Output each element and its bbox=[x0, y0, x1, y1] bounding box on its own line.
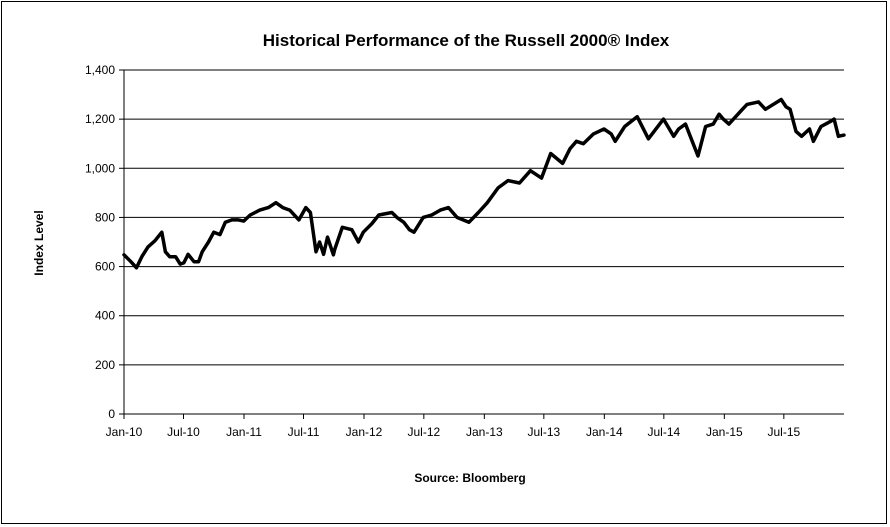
x-tick-label: Jul-10 bbox=[167, 425, 200, 439]
x-tick-label: Jul-14 bbox=[647, 425, 680, 439]
x-tick-label: Jul-11 bbox=[288, 425, 320, 439]
y-axis-label: Index Level bbox=[32, 210, 46, 275]
y-tick-label: 1,400 bbox=[85, 63, 115, 77]
source-label: Source: Bloomberg bbox=[414, 471, 525, 485]
series-line bbox=[122, 97, 846, 270]
x-tick-label: Jan-14 bbox=[586, 425, 623, 439]
x-tick-label: Jan-15 bbox=[706, 425, 743, 439]
x-tick-label: Jan-11 bbox=[226, 425, 262, 439]
y-tick-label: 1,000 bbox=[85, 161, 115, 175]
y-tick-label: 800 bbox=[95, 210, 115, 224]
plot-area: 0 200 400 600 800 1,000 1,200 1,400 Jan-10 Jul-10… bbox=[85, 63, 846, 439]
chart-title: Historical Performance of the Russell 20… bbox=[263, 31, 670, 50]
x-tick-label: Jan-10 bbox=[106, 425, 143, 439]
y-tick-label: 0 bbox=[108, 407, 115, 421]
y-tick-label: 600 bbox=[95, 260, 115, 274]
y-tick-label: 400 bbox=[95, 309, 115, 323]
x-tick-label: Jan-12 bbox=[346, 425, 383, 439]
x-tick-label: Jan-13 bbox=[466, 425, 503, 439]
x-tick-label: Jul-12 bbox=[407, 425, 440, 439]
x-tick-label: Jul-15 bbox=[767, 425, 800, 439]
x-tick-label: Jul-13 bbox=[527, 425, 560, 439]
y-tick-label: 1,200 bbox=[85, 112, 115, 126]
y-tick-label: 200 bbox=[95, 358, 115, 372]
